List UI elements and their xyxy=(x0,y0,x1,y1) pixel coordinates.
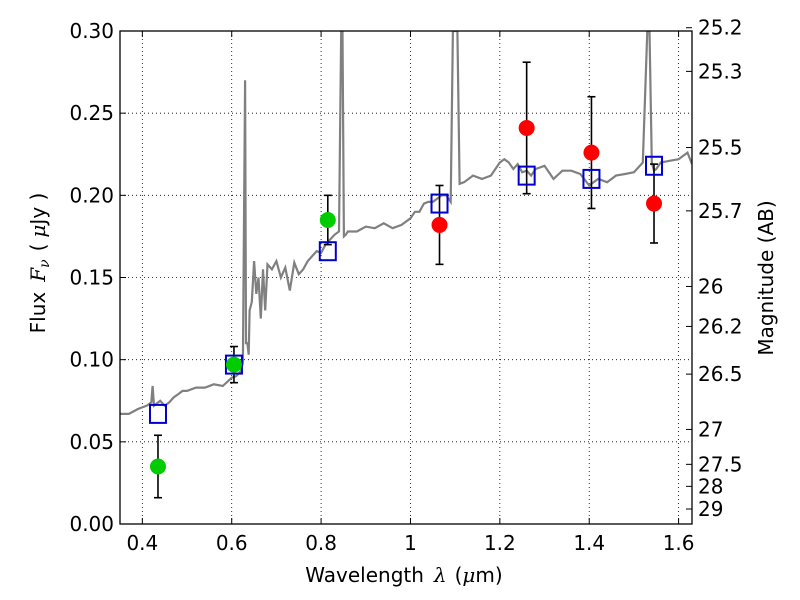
x-tick-label: 0.8 xyxy=(305,531,337,555)
y-tick-label: 0.15 xyxy=(69,266,114,290)
mag-tick-label: 25.3 xyxy=(698,59,743,83)
y-tick-label: 0.20 xyxy=(69,183,114,207)
model-square-marker xyxy=(148,403,167,424)
red-data-point xyxy=(518,119,535,136)
errorbar-layer xyxy=(153,61,659,499)
y-axis-label: FluxFν(μJy ) xyxy=(26,193,53,334)
grid xyxy=(120,30,692,525)
marker-layer xyxy=(148,119,664,475)
green-data-point xyxy=(149,458,166,475)
mag-tick-label: 29 xyxy=(698,497,723,521)
spectrum-layer xyxy=(120,31,692,415)
x-tick-label: 1.4 xyxy=(573,531,605,555)
x-tick-label: 0.6 xyxy=(216,531,248,555)
y-tick-label: 0.05 xyxy=(69,430,114,454)
green-data-point xyxy=(319,211,336,228)
y-tick-label: 0.30 xyxy=(69,19,114,43)
x-axis: 0.4 0.6 0.8 1 1.2 1.4 1.6 xyxy=(126,31,695,555)
red-data-point xyxy=(583,144,600,161)
spectrum-line xyxy=(120,31,692,415)
red-data-point xyxy=(646,195,663,212)
mag-tick-label: 27.5 xyxy=(698,452,743,476)
x-tick-label: 1.2 xyxy=(484,531,516,555)
x-tick-label: 1 xyxy=(404,531,417,555)
x-tick-label: 0.4 xyxy=(126,531,158,555)
y-axis-left: 0.00 0.05 0.10 0.15 0.20 0.25 0.30 xyxy=(69,19,126,536)
mag-tick-label: 28 xyxy=(698,474,723,498)
mag-tick-label: 26.5 xyxy=(698,362,743,386)
model-square-marker xyxy=(318,241,337,262)
model-square-marker xyxy=(582,168,601,189)
mag-tick-label: 25.7 xyxy=(698,199,743,223)
x-tick-label: 1.6 xyxy=(663,531,695,555)
y2-axis-label: Magnitude (AB) xyxy=(754,200,778,355)
red-data-point xyxy=(431,216,448,233)
plot-frame xyxy=(119,30,693,525)
x-axis-label: Wavelength λ (μm) xyxy=(305,563,502,587)
y-tick-label: 0.10 xyxy=(69,348,114,372)
y-tick-label: 0.25 xyxy=(69,101,114,125)
mag-tick-label: 25.5 xyxy=(698,136,743,160)
mag-tick-label: 26.2 xyxy=(698,314,743,338)
mag-tick-label: 26 xyxy=(698,274,723,298)
model-square-marker xyxy=(517,165,536,186)
green-data-point xyxy=(225,356,242,373)
model-square-marker xyxy=(645,155,664,176)
mag-tick-label: 25.2 xyxy=(698,16,743,40)
y-tick-label: 0.00 xyxy=(69,512,114,536)
model-square-marker xyxy=(430,193,449,214)
mag-tick-label: 27 xyxy=(698,417,723,441)
